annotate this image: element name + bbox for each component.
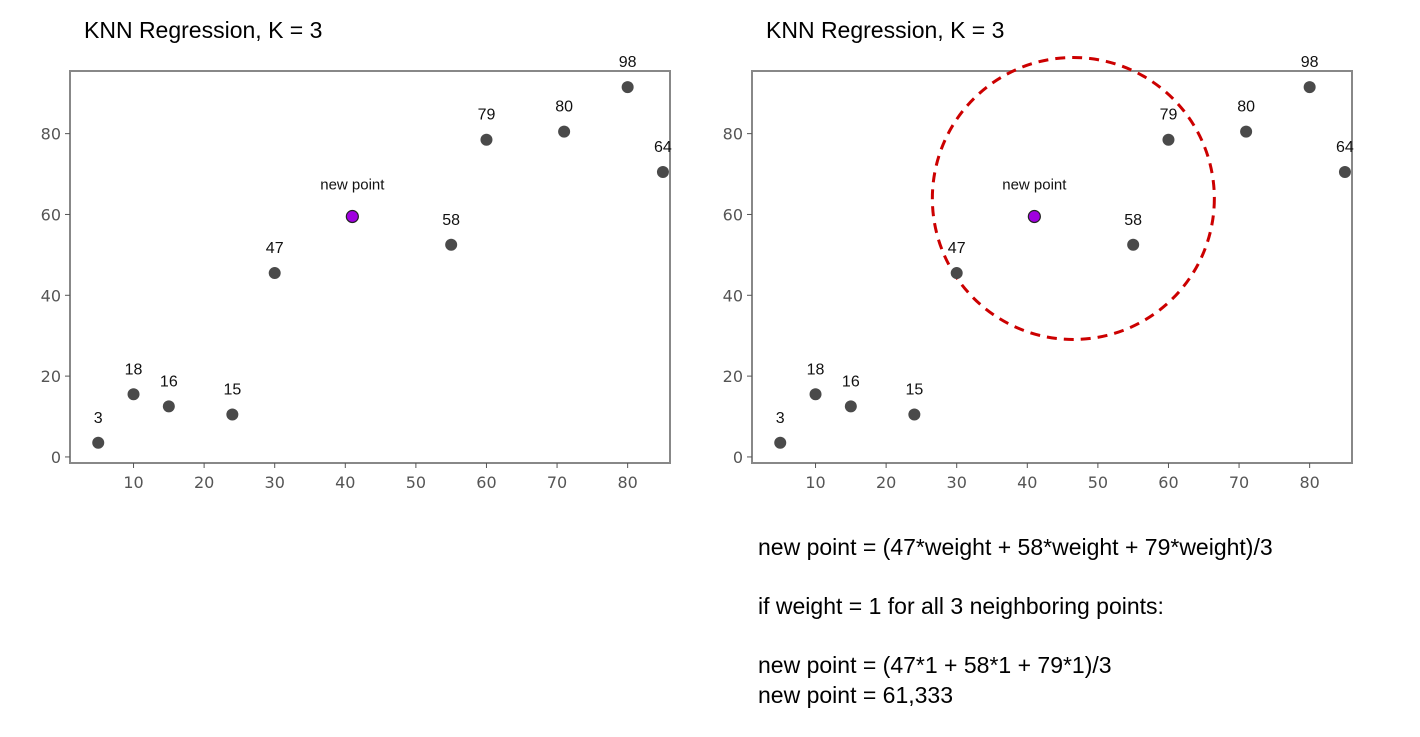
left-data-label: 98 — [619, 54, 637, 71]
right-x-tick-label: 40 — [1017, 473, 1037, 492]
left-x-tick-label: 70 — [547, 473, 567, 492]
right-y-tick-label: 80 — [723, 125, 743, 144]
right-data-point — [1338, 166, 1351, 179]
left-y-tick-label: 60 — [41, 205, 61, 224]
right-x-tick-label: 10 — [805, 473, 825, 492]
right-y-tick-label: 0 — [733, 448, 743, 467]
left-data-point — [480, 133, 493, 146]
weight-condition: if weight = 1 for all 3 neighboring poin… — [758, 593, 1164, 619]
left-x-tick-label: 10 — [123, 473, 143, 492]
right-x-tick-label: 60 — [1158, 473, 1178, 492]
left-data-label: 47 — [266, 240, 284, 257]
left-data-point — [226, 408, 239, 421]
right-plot-frame — [751, 70, 1353, 464]
right-scatter-chart: 10 20 30 40 50 60 70 80 0 20 40 60 80 3 18 16 15 47 58 79 80… — [723, 54, 1354, 492]
right-data-label: 16 — [842, 373, 860, 390]
left-x-tick-label: 20 — [194, 473, 214, 492]
right-data-point — [908, 408, 921, 421]
right-x-tick-label: 70 — [1229, 473, 1249, 492]
left-data-label: 16 — [160, 373, 178, 390]
right-y-tick-label: 20 — [723, 367, 743, 386]
right-data-label: 58 — [1124, 212, 1142, 229]
left-data-point — [268, 267, 281, 280]
left-data-point — [656, 166, 669, 179]
left-data-label: 80 — [555, 99, 573, 116]
left-plot-frame — [69, 70, 671, 464]
right-data-point — [1127, 238, 1140, 251]
right-data-label: 64 — [1336, 139, 1354, 156]
left-new-point-label: new point — [320, 176, 385, 193]
left-chart-title: KNN Regression, K = 3 — [84, 17, 323, 43]
right-x-tick-label: 20 — [876, 473, 896, 492]
left-data-point — [162, 400, 175, 413]
result-line: new point = 61,333 — [758, 682, 954, 708]
left-data-point — [621, 81, 634, 94]
computation-line: new point = (47*1 + 58*1 + 79*1)/3 — [758, 652, 1112, 678]
right-data-label: 98 — [1301, 54, 1319, 71]
left-x-tick-label: 40 — [335, 473, 355, 492]
right-new-point-label: new point — [1002, 176, 1067, 193]
left-y-tick-label: 80 — [41, 125, 61, 144]
right-data-label: 80 — [1237, 99, 1255, 116]
left-x-tick-label: 30 — [265, 473, 285, 492]
left-x-tick-label: 80 — [617, 473, 637, 492]
right-x-tick-label: 80 — [1299, 473, 1319, 492]
right-y-tick-label: 40 — [723, 286, 743, 305]
right-data-point — [1303, 81, 1316, 94]
left-data-point — [445, 238, 458, 251]
left-data-label: 15 — [223, 382, 241, 399]
right-data-label: 18 — [807, 361, 825, 378]
left-data-label: 58 — [442, 212, 460, 229]
right-data-point — [1240, 125, 1253, 138]
left-scatter-chart: 10 20 30 40 50 60 70 80 0 20 40 60 80 3 18 16 15 47 58 79 80… — [41, 54, 672, 492]
left-data-label: 3 — [94, 410, 103, 427]
left-data-label: 18 — [125, 361, 143, 378]
weighted-formula: new point = (47*weight + 58*weight + 79*… — [758, 534, 1273, 560]
right-data-point — [809, 388, 822, 401]
left-x-tick-label: 50 — [406, 473, 426, 492]
left-y-tick-label: 40 — [41, 286, 61, 305]
left-data-point — [558, 125, 571, 138]
right-chart-title: KNN Regression, K = 3 — [766, 17, 1005, 43]
left-new-point — [345, 209, 359, 224]
left-x-tick-label: 60 — [476, 473, 496, 492]
right-y-tick-label: 60 — [723, 205, 743, 224]
right-new-point — [1027, 209, 1041, 224]
left-data-point — [127, 388, 140, 401]
right-data-point — [950, 267, 963, 280]
right-data-label: 47 — [948, 240, 966, 257]
left-data-point — [92, 436, 105, 449]
left-y-tick-label: 20 — [41, 367, 61, 386]
right-data-point — [844, 400, 857, 413]
right-data-point — [774, 436, 787, 449]
right-data-label: 3 — [776, 410, 785, 427]
left-y-tick-label: 0 — [51, 448, 61, 467]
right-x-tick-label: 30 — [947, 473, 967, 492]
right-x-tick-label: 50 — [1088, 473, 1108, 492]
right-data-label: 15 — [905, 382, 923, 399]
right-data-label: 79 — [1160, 107, 1178, 124]
right-neighborhood-circle — [930, 55, 1216, 341]
left-data-label: 64 — [654, 139, 672, 156]
left-data-label: 79 — [478, 107, 496, 124]
right-data-point — [1162, 133, 1175, 146]
